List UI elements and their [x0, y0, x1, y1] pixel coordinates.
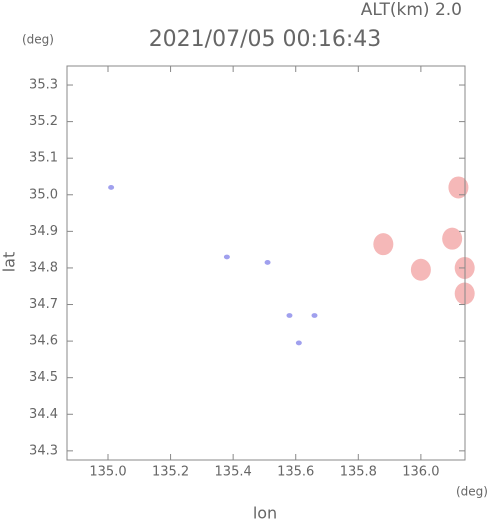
y-tick-label: 35.3 — [29, 78, 58, 93]
x-tick-label: 136.0 — [402, 465, 439, 480]
y-tick-label: 34.4 — [29, 407, 58, 422]
y-unit: (deg) — [22, 33, 54, 47]
echo — [286, 313, 293, 318]
x-tick-label: 135.8 — [340, 465, 377, 480]
echo — [442, 227, 463, 250]
y-tick-label: 34.3 — [29, 443, 58, 458]
y-tick-label: 34.8 — [29, 260, 58, 275]
x-axis-label: lon — [253, 504, 277, 521]
y-tick-label: 34.5 — [29, 370, 58, 385]
y-tick-label: 35.2 — [29, 114, 58, 129]
echo — [264, 260, 271, 265]
y-axis-label: lat — [0, 252, 19, 273]
y-tick-label: 34.9 — [29, 224, 58, 239]
echo — [311, 313, 318, 318]
echo — [108, 185, 115, 190]
echo — [448, 176, 469, 199]
chart-title: 2021/07/05 00:16:43 — [149, 27, 382, 52]
x-unit: (deg) — [456, 485, 488, 499]
y-tick-label: 35.0 — [29, 187, 58, 202]
x-tick-label: 135.4 — [215, 465, 252, 480]
x-tick-label: 135.0 — [89, 465, 126, 480]
y-tick-label: 34.7 — [29, 297, 58, 312]
x-tick-label: 135.2 — [152, 465, 189, 480]
altitude-label: ALT(km) 2.0 — [361, 0, 462, 20]
y-tick-label: 34.6 — [29, 334, 58, 349]
echo — [223, 254, 230, 260]
echo — [373, 233, 394, 256]
plot — [108, 176, 475, 346]
echo — [410, 258, 431, 281]
echo — [295, 340, 302, 346]
plot-frame — [66, 65, 466, 461]
y-tick-label: 35.1 — [29, 151, 58, 166]
x-tick-label: 135.6 — [277, 465, 314, 480]
